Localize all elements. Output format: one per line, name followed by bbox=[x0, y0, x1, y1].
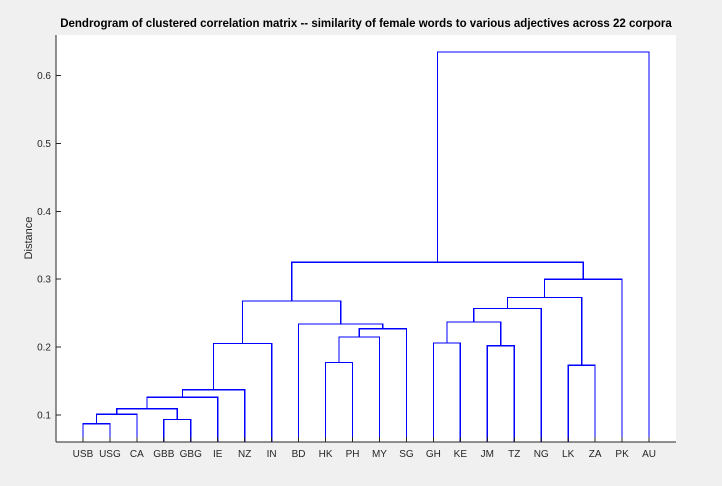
leaf-label: PK bbox=[615, 449, 629, 460]
y-tick-label: 0.2 bbox=[37, 343, 51, 354]
dendrogram-link bbox=[116, 408, 178, 420]
leaf-label: TZ bbox=[508, 449, 520, 460]
y-tick-label: 0.4 bbox=[37, 207, 51, 218]
leaf-label: AU bbox=[642, 449, 656, 460]
leaf-label: IN bbox=[267, 449, 277, 460]
y-axis-label: Distance bbox=[23, 217, 35, 260]
y-tick-label: 0.3 bbox=[37, 275, 51, 286]
leaf-label: USG bbox=[99, 449, 121, 460]
leaf-label: ZA bbox=[589, 449, 602, 460]
leaf-label: GH bbox=[426, 449, 441, 460]
leaf-label: KE bbox=[454, 449, 468, 460]
dendrogram-link bbox=[291, 261, 584, 301]
leaf-label: NZ bbox=[238, 449, 251, 460]
plot-area bbox=[56, 35, 676, 442]
y-axis-ticks: 0.1 0.2 0.3 0.4 0.5 0.6 bbox=[37, 71, 61, 421]
leaf-label: LK bbox=[562, 449, 575, 460]
leaf-label: BD bbox=[292, 449, 306, 460]
y-tick-label: 0.5 bbox=[37, 139, 51, 150]
chart-title: Dendrogram of clustered correlation matr… bbox=[60, 18, 672, 30]
y-tick-label: 0.1 bbox=[37, 410, 51, 421]
leaf-label: USB bbox=[73, 449, 94, 460]
leaf-label: IE bbox=[213, 449, 223, 460]
leaf-label: PH bbox=[346, 449, 360, 460]
leaf-label: GBB bbox=[153, 449, 174, 460]
leaf-label: NG bbox=[534, 449, 549, 460]
leaf-label: JM bbox=[481, 449, 494, 460]
leaf-label: SG bbox=[399, 449, 414, 460]
y-tick-label: 0.6 bbox=[37, 71, 51, 82]
leaf-label: GBG bbox=[180, 449, 202, 460]
dendrogram-link bbox=[486, 345, 515, 442]
leaf-label: MY bbox=[372, 449, 387, 460]
leaf-label: HK bbox=[319, 449, 333, 460]
dendrogram-links bbox=[82, 51, 650, 442]
dendrogram-link bbox=[436, 51, 650, 442]
dendrogram-link bbox=[212, 343, 273, 442]
dendrogram-link bbox=[241, 300, 342, 344]
leaf-label: CA bbox=[130, 449, 144, 460]
x-axis-ticks: USB USG CA GBB GBG IE NZ IN BD HK PH MY SG GH KE JM TZ NG… bbox=[73, 437, 656, 460]
